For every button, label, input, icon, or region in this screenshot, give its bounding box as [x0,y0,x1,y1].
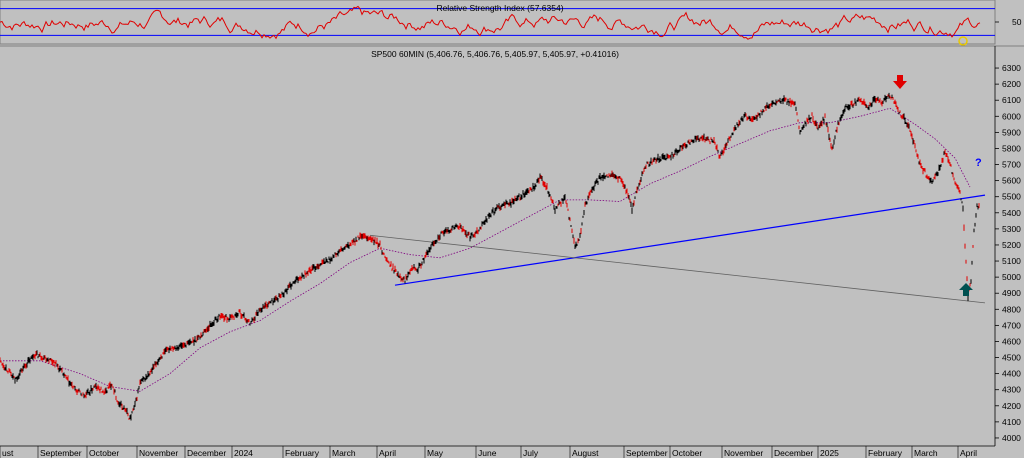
x-tick-label: December [774,448,813,458]
price-y-tick-label: 5300 [1002,224,1021,234]
question-annotation: ? [975,157,982,169]
red-down-arrow-icon [893,75,907,89]
gray-resistance-line [369,234,986,304]
x-tick-label: November [724,448,763,458]
x-tick-label: 2025 [820,448,839,458]
price-y-tick-label: 5000 [1002,272,1021,282]
price-y-tick-label: 5200 [1002,240,1021,250]
x-tick-label: July [523,448,539,458]
x-tick-label: May [427,448,444,458]
price-y-tick-label: 4100 [1002,417,1021,427]
yellow-circle-icon [958,36,968,46]
price-y-tick-label: 4800 [1002,304,1021,314]
x-tick-label: February [285,448,320,458]
price-y-tick-label: 5400 [1002,208,1021,218]
trendlines [369,194,986,304]
blue-support-line [394,194,986,286]
x-tick-label: December [187,448,226,458]
price-title: SP500 60MIN (5,406.76, 5,406.76, 5,405.9… [371,49,619,59]
rsi-title: Relative Strength Index (57.6354) [436,3,563,13]
price-y-tick-label: 4600 [1002,336,1021,346]
price-y-axis: 6300 6200 6100 6000 5900 5800 5700 5600 5500 5400… [995,63,1021,443]
x-tick-label: August [572,448,599,458]
rsi-series-line [0,5,981,40]
price-series [0,92,980,421]
price-y-tick-label: 6200 [1002,79,1021,89]
price-y-tick-label: 4300 [1002,385,1021,395]
x-tick-label: October [89,448,119,458]
price-y-tick-label: 4700 [1002,320,1021,330]
x-tick-label: June [478,448,497,458]
x-tick-label: September [40,448,82,458]
x-tick-label: ust [2,448,14,458]
x-tick-label: November [139,448,178,458]
price-y-tick-label: 4000 [1002,433,1021,443]
rsi-levels [0,8,995,36]
price-y-tick-label: 6100 [1002,95,1021,105]
price-y-tick-label: 6300 [1002,63,1021,73]
price-y-tick-label: 4900 [1002,288,1021,298]
price-y-tick-label: 5800 [1002,143,1021,153]
x-tick-label: 2024 [234,448,253,458]
teal-up-arrow-icon [959,283,973,296]
price-y-tick-label: 4500 [1002,353,1021,363]
x-tick-label: March [332,448,356,458]
rsi-panel: Relative Strength Index (57.6354) 50 [0,0,1022,46]
price-y-tick-label: 4400 [1002,369,1021,379]
x-tick-label: October [672,448,702,458]
price-panel: SP500 60MIN (5,406.76, 5,406.76, 5,405.9… [0,46,1021,458]
price-y-tick-label: 5600 [1002,176,1021,186]
price-y-tick-label: 6000 [1002,111,1021,121]
x-tick-label: April [960,448,977,458]
x-tick-label: September [626,448,668,458]
x-tick-label: February [868,448,903,458]
x-axis: ust September October November December 2024 F… [0,445,995,458]
rsi-y-tick-label: 50 [1012,17,1022,27]
price-y-tick-label: 5900 [1002,127,1021,137]
price-y-tick-label: 4200 [1002,401,1021,411]
moving-average-line [0,107,971,392]
x-tick-label: April [379,448,396,458]
price-y-tick-label: 5700 [1002,160,1021,170]
price-y-tick-label: 5100 [1002,256,1021,266]
x-tick-label: March [914,448,938,458]
price-y-tick-label: 5500 [1002,192,1021,202]
rsi-y-axis: 50 [995,17,1022,27]
